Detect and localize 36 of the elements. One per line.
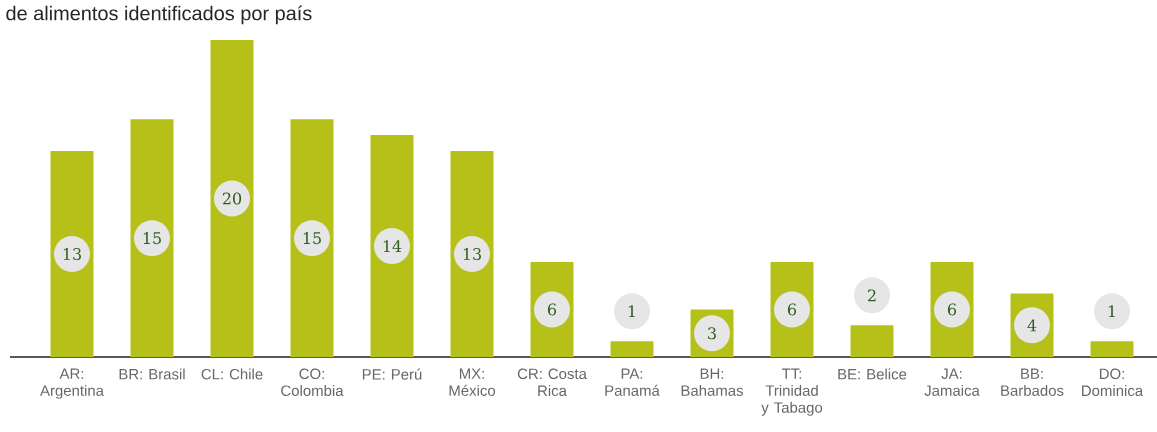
data-label: 6 [788,303,797,316]
data-label: 6 [948,303,957,316]
x-tick-label: AR: Argentina [40,368,104,399]
data-label: 15 [143,232,161,245]
x-tick-label: CL: Chile [201,368,263,380]
bar [370,135,414,357]
x-tick-label: TT: Trinidad y Tabago [761,368,823,416]
data-label: 2 [868,289,876,302]
x-tick-label: MX: México [449,368,496,396]
x-tick-label: PA: Panamá [605,368,660,396]
x-tick-label: CO: Colombia [281,368,344,397]
data-label: 15 [303,232,321,245]
bar [130,119,174,357]
data-label: 1 [628,305,635,318]
data-label: 3 [708,327,716,340]
bar [850,325,894,357]
data-label: 6 [548,303,557,316]
x-tick-label: DO: Dominica [1082,368,1144,397]
data-label: 13 [63,247,81,260]
bar [1090,341,1134,357]
bar [210,40,254,357]
bar [610,341,654,357]
x-tick-label: PE: Perú [362,368,422,380]
data-label: 20 [222,192,242,205]
x-tick-label: BB: Barbados [1001,368,1064,396]
data-label: 1 [1108,305,1115,318]
data-label: 14 [383,240,402,252]
x-tick-label: JA: Jamaica [924,368,980,396]
bar [290,119,334,357]
data-label: 13 [463,247,481,260]
chart-title: de alimentos identificados por país [6,5,312,25]
x-tick-label: BR: Brasil [119,368,185,380]
x-tick-label: BE: Belice [838,368,907,380]
x-tick-label: CR: Costa Rica [517,368,587,397]
data-label: 4 [1027,319,1037,332]
x-tick-label: BH: Bahamas [681,368,744,396]
